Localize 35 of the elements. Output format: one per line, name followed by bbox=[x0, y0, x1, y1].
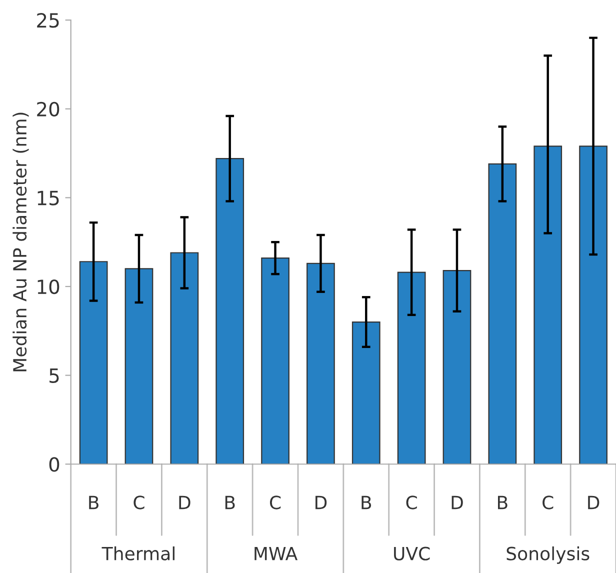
bar bbox=[306, 262, 335, 464]
x-tick-label: C bbox=[406, 496, 417, 510]
x-tick-label: B bbox=[89, 496, 98, 510]
y-tick-label: 0 bbox=[49, 457, 60, 472]
y-tick-label: 5 bbox=[50, 368, 59, 383]
x-tick-label: C bbox=[270, 496, 281, 510]
bar bbox=[352, 321, 380, 464]
y-tick-label: 25 bbox=[37, 13, 59, 28]
bar bbox=[579, 146, 608, 464]
y-axis-title: Median Au NP diameter (nm) bbox=[12, 112, 29, 372]
bar bbox=[261, 258, 290, 464]
text: UVC bbox=[394, 546, 430, 560]
x-tick-label: D bbox=[179, 496, 190, 510]
bar bbox=[488, 163, 517, 464]
x-tick-label: B bbox=[498, 496, 508, 510]
x-tick-label: C bbox=[542, 496, 554, 510]
x-tick-label: D bbox=[452, 496, 463, 510]
x-tick-label: C bbox=[134, 496, 144, 510]
bar bbox=[124, 268, 154, 464]
text: Thermal bbox=[102, 546, 174, 560]
text: Sonolysis bbox=[506, 546, 590, 564]
y-tick-label: 20 bbox=[37, 102, 60, 117]
y-tick-label: 15 bbox=[38, 190, 59, 206]
bar bbox=[79, 261, 108, 464]
y-tick-label: 10 bbox=[38, 279, 60, 294]
x-tick-label: B bbox=[362, 496, 372, 510]
text: MWA bbox=[254, 546, 298, 560]
x-tick-label: D bbox=[588, 496, 600, 510]
bar bbox=[534, 146, 562, 464]
bar bbox=[216, 158, 244, 464]
x-tick-label: B bbox=[225, 496, 235, 510]
bar bbox=[170, 252, 199, 464]
bar bbox=[442, 270, 472, 464]
x-tick-label: D bbox=[316, 496, 327, 510]
bar bbox=[397, 272, 426, 464]
